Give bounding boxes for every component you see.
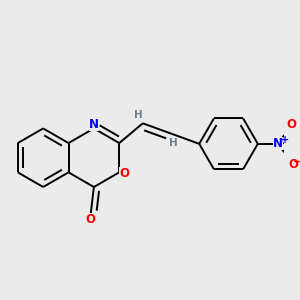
Text: H: H: [134, 110, 142, 120]
Text: O: O: [86, 214, 96, 226]
Text: +: +: [281, 135, 289, 145]
Text: O: O: [119, 167, 129, 180]
Text: H: H: [169, 138, 178, 148]
Text: N: N: [89, 118, 99, 131]
Text: N: N: [273, 137, 283, 150]
Text: −: −: [293, 157, 300, 167]
Text: O: O: [286, 118, 296, 131]
Text: O: O: [288, 158, 298, 171]
